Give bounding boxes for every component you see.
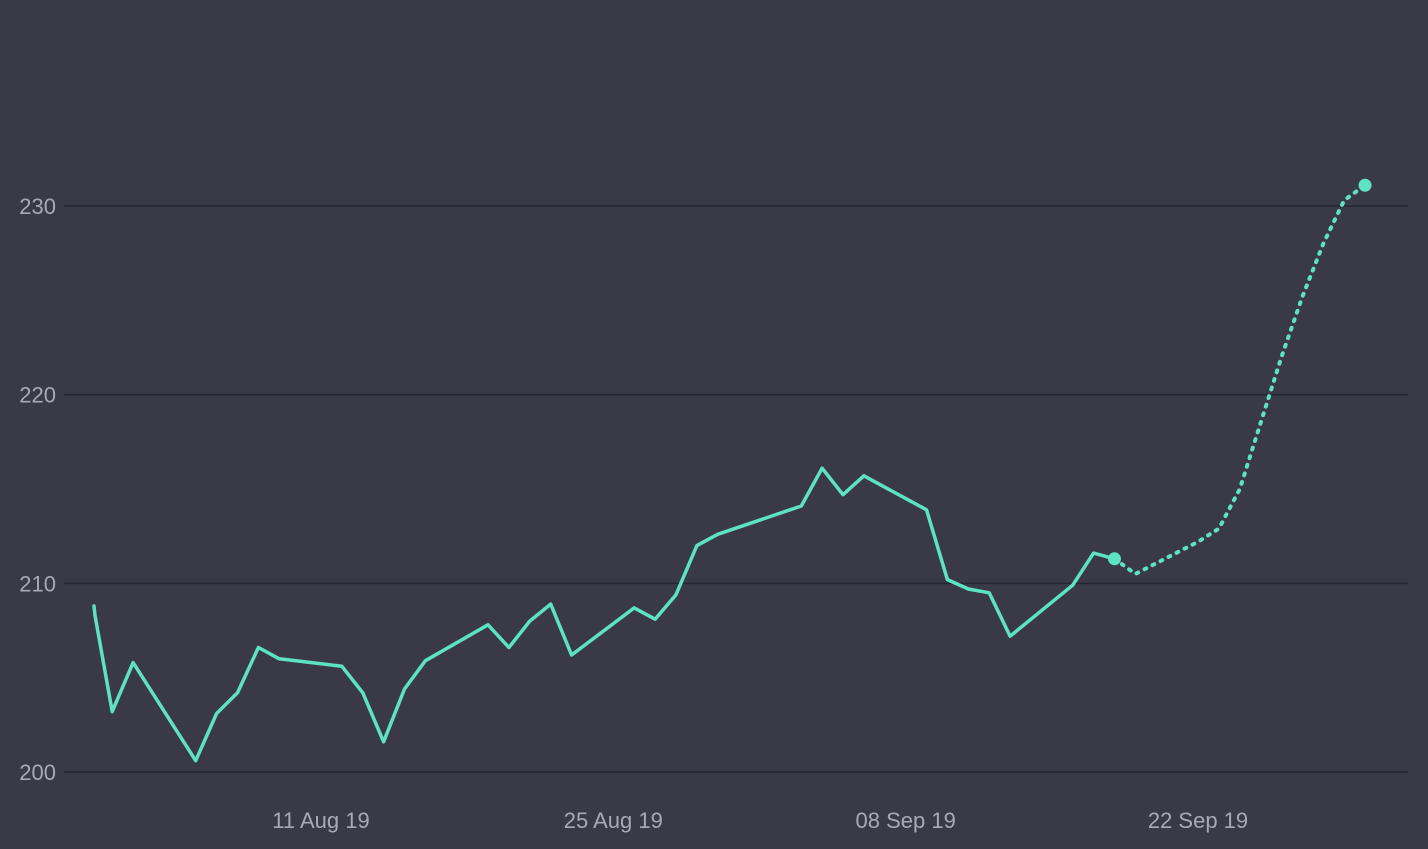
x-axis-ticks: 11 Aug 19 25 Aug 19 08 Sep 19 22 Sep 19 (272, 808, 1248, 833)
x-tick-label-3: 22 Sep 19 (1148, 808, 1248, 833)
x-tick-label-2: 08 Sep 19 (856, 808, 956, 833)
y-tick-label-200: 200 (19, 760, 56, 785)
series-markers (1107, 178, 1372, 566)
x-tick-label-0: 11 Aug 19 (272, 808, 369, 833)
y-tick-label-220: 220 (19, 383, 56, 408)
x-tick-label-1: 25 Aug 19 (564, 808, 663, 833)
y-tick-label-230: 230 (19, 194, 56, 219)
series-end-point (1107, 552, 1121, 566)
grid-lines (64, 205, 1408, 773)
series-lines (92, 183, 1367, 763)
price-series-line (92, 466, 1117, 763)
y-tick-label-210: 210 (19, 571, 56, 596)
y-axis-ticks: 200 210 220 230 (19, 194, 56, 785)
forecast-series-line (1112, 183, 1367, 577)
forecast-end-point (1358, 178, 1372, 192)
